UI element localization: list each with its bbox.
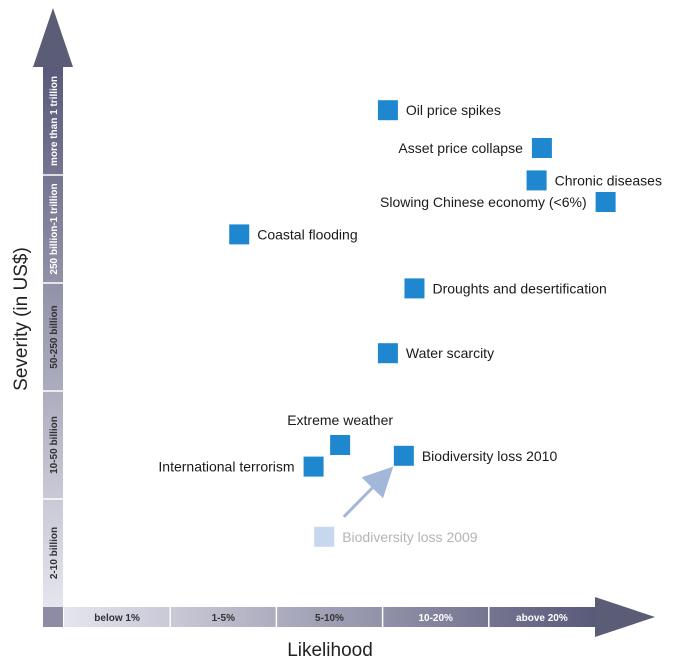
data-point [531,138,552,158]
data-point [393,445,414,466]
x-tick-label: 5-10% [315,613,344,624]
y-axis-label: Severity (in US$) [11,247,32,391]
y-tick-label: more than 1 trillion [49,76,60,166]
x-axis-label: Likelihood [287,640,373,661]
data-point-label: Extreme weather [287,412,393,428]
data-point [595,192,616,212]
y-tick-label: 10-50 billion [49,416,60,474]
data-point [377,343,398,364]
data-point [377,100,398,121]
data-point-label: Chronic diseases [555,172,662,188]
data-point-label: Asset price collapse [398,140,523,156]
data-point-label: Biodiversity loss 2010 [422,448,558,464]
data-point-label: Oil price spikes [406,102,501,118]
data-point [314,526,335,547]
y-axis-band [43,67,63,607]
data-point-label: International terrorism [158,459,294,475]
data-point [303,456,324,477]
x-tick-label: below 1% [94,613,140,624]
axis-corner [43,607,63,627]
x-tick-label: 10-20% [418,613,453,624]
x-tick-label: 1-5% [212,613,235,624]
data-point-label: Slowing Chinese economy (<6%) [380,194,587,210]
data-point [404,278,425,299]
x-axis-band [64,607,595,627]
data-point-label: Droughts and desertification [432,280,606,296]
trend-arrow [342,466,394,518]
y-tick-label: 2-10 billion [49,527,60,579]
x-axis-arrowhead [595,597,655,637]
y-tick-label: 50-250 billion [49,305,60,368]
y-axis-arrowhead [33,8,73,67]
data-point [330,435,351,455]
data-point-label: Coastal flooding [257,226,357,242]
data-point [229,224,250,245]
data-point-label: Biodiversity loss 2009 [342,529,478,545]
data-point [526,170,547,191]
y-tick-label: 250 billion-1 trillion [49,183,60,274]
data-point-label: Water scarcity [406,345,494,361]
x-tick-label: above 20% [516,613,568,624]
